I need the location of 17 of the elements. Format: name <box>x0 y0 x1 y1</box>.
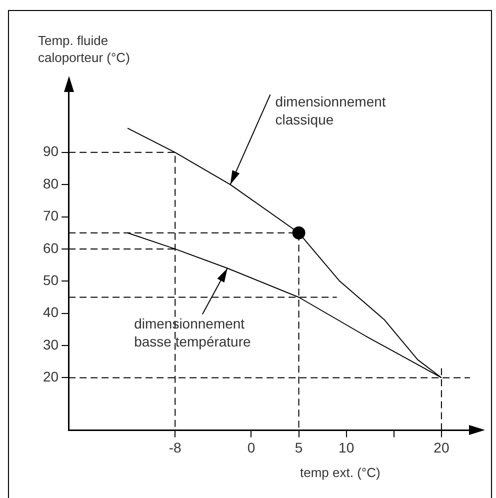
x-axis-title: temp ext. (°C) <box>300 464 380 481</box>
annotation: dimensionnement basse température <box>134 315 252 350</box>
y-tick-label: 70 <box>42 208 59 224</box>
x-tick-label: 0 <box>247 439 256 456</box>
annotation: dimensionnement classique <box>275 94 386 128</box>
y-tick-label: 20 <box>42 368 59 385</box>
y-tick-label: 60 <box>42 240 59 256</box>
x-tick-label: -8 <box>168 439 182 456</box>
y-tick-label: 40 <box>42 304 59 320</box>
x-tick-label: 5 <box>294 439 303 456</box>
x-tick-label: 20 <box>434 439 450 456</box>
y-tick-label: 30 <box>42 336 59 352</box>
y-tick-label: 50 <box>42 272 59 288</box>
y-tick-label: 90 <box>42 143 59 160</box>
x-tick-label: 10 <box>338 439 354 456</box>
y-tick-label: 80 <box>42 175 59 192</box>
y-axis-title: Temp. fluide caloporteur (°C) <box>38 32 131 66</box>
